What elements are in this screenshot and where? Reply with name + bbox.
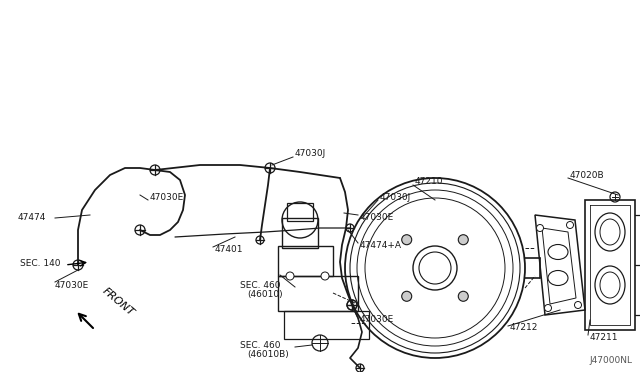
Bar	[585, 200, 635, 330]
Bar	[282, 218, 318, 248]
Circle shape	[321, 272, 329, 280]
Circle shape	[545, 305, 552, 311]
Text: 47401: 47401	[215, 246, 243, 254]
Text: 47474+A: 47474+A	[360, 241, 402, 250]
Text: 47030E: 47030E	[360, 315, 394, 324]
Bar	[278, 276, 358, 311]
Text: 47211: 47211	[590, 334, 618, 343]
Text: 47020B: 47020B	[570, 170, 605, 180]
Text: (46010): (46010)	[247, 291, 283, 299]
Text: 47030E: 47030E	[55, 280, 89, 289]
Circle shape	[566, 221, 573, 228]
Text: 47030E: 47030E	[150, 193, 184, 202]
Text: 47030J: 47030J	[295, 148, 326, 157]
Text: 47474: 47474	[18, 214, 46, 222]
Circle shape	[575, 301, 582, 308]
Circle shape	[458, 235, 468, 245]
Text: 47212: 47212	[510, 324, 538, 333]
Text: SEC. 140: SEC. 140	[20, 259, 61, 267]
Bar	[278, 246, 333, 276]
Text: SEC. 460: SEC. 460	[240, 340, 280, 350]
Circle shape	[402, 291, 412, 301]
Circle shape	[402, 235, 412, 245]
Text: 47030J: 47030J	[380, 193, 412, 202]
Circle shape	[458, 291, 468, 301]
Text: SEC. 460: SEC. 460	[240, 280, 280, 289]
Circle shape	[286, 272, 294, 280]
Text: J47000NL: J47000NL	[589, 356, 632, 365]
Text: (46010B): (46010B)	[247, 350, 289, 359]
Bar	[287, 203, 313, 221]
Text: 47030E: 47030E	[360, 212, 394, 221]
Text: 47210: 47210	[415, 177, 444, 186]
Text: FRONT: FRONT	[100, 286, 136, 318]
Bar	[284, 311, 369, 339]
Circle shape	[536, 224, 543, 231]
